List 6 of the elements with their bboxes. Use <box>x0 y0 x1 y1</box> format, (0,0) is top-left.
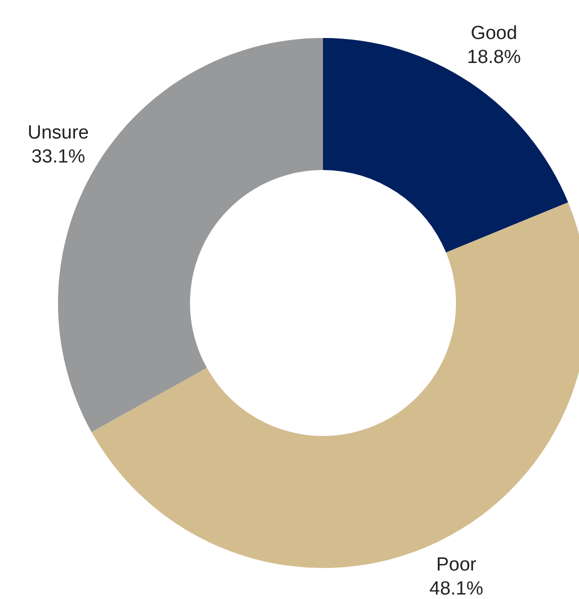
data-label: 18.8% <box>467 47 522 68</box>
data-label: 33.1% <box>31 146 86 168</box>
slice-label: Good <box>470 23 518 44</box>
slice-label: Unsure <box>28 122 89 144</box>
data-label: 48.1% <box>429 578 484 599</box>
slice-label: Poor <box>436 554 478 576</box>
